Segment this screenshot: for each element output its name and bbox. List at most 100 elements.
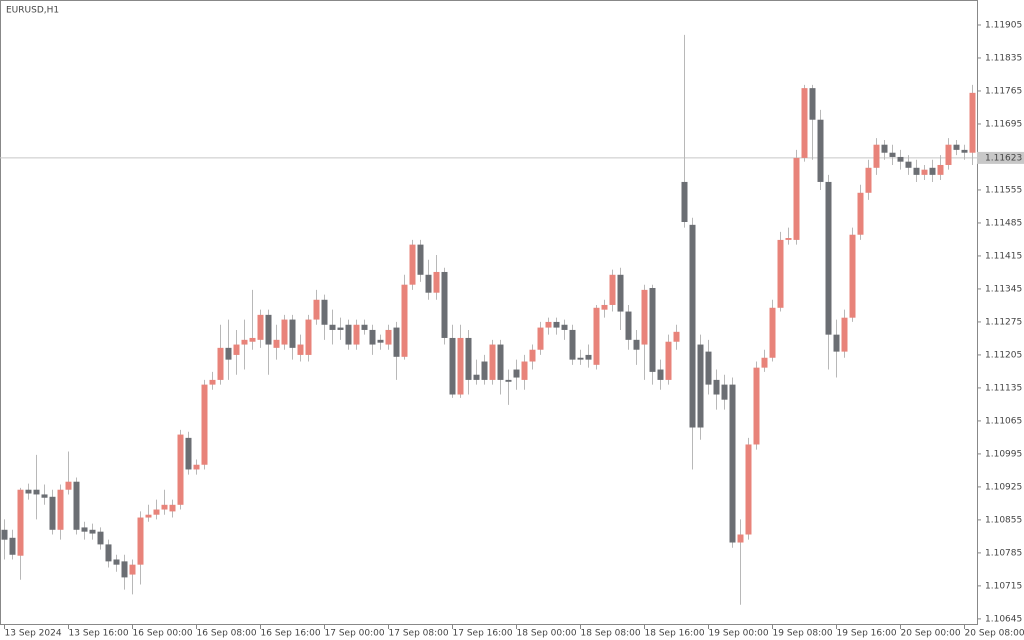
x-tick-label: 20 Sep 08:00 [965, 629, 1024, 639]
candle-body [617, 274, 624, 312]
candle-body [593, 307, 600, 365]
candle-body [1, 529, 8, 540]
y-tick-label: 1.11835 [985, 53, 1022, 63]
candle-body [313, 299, 320, 320]
candle-body [393, 327, 400, 357]
candle-body [961, 149, 968, 153]
candle-body [913, 167, 920, 175]
candle-body [489, 344, 496, 380]
candle-body [17, 489, 24, 556]
candle-body [297, 344, 304, 355]
candle-body [353, 324, 360, 345]
candle-body [633, 339, 640, 350]
candle-body [273, 339, 280, 348]
y-tick-label: 1.11765 [985, 86, 1022, 96]
candle-body [537, 327, 544, 350]
candle-body [345, 324, 352, 345]
candle-body [833, 334, 840, 352]
candle-body [697, 344, 704, 428]
candle-body [881, 144, 888, 153]
candle-body [81, 527, 88, 532]
x-tick-label: 17 Sep 16:00 [453, 629, 513, 639]
candle-body [513, 369, 520, 378]
candle-body [425, 274, 432, 293]
candle-body [817, 119, 824, 182]
candle-body [41, 494, 48, 498]
x-tick-label: 16 Sep 00:00 [133, 629, 193, 639]
candle-body [161, 504, 168, 510]
candle-body [673, 331, 680, 342]
x-tick-label: 16 Sep 08:00 [197, 629, 257, 639]
candle-body [529, 349, 536, 362]
candle-body [521, 361, 528, 380]
candle-body [465, 337, 472, 380]
candle-body [281, 319, 288, 345]
y-tick-label: 1.11695 [985, 119, 1022, 129]
candle-body [369, 329, 376, 345]
x-tick-label: 13 Sep 2024 [5, 629, 62, 639]
candle-body [889, 152, 896, 157]
candle-body [33, 489, 40, 495]
candle-body [257, 314, 264, 340]
candle-body [449, 337, 456, 395]
x-tick-label: 19 Sep 00:00 [709, 629, 769, 639]
candle-body [585, 354, 592, 360]
candle-body [601, 304, 608, 310]
candle-body [129, 564, 136, 575]
x-tick-label: 18 Sep 16:00 [645, 629, 705, 639]
candle-body [625, 311, 632, 340]
y-tick-label: 1.10645 [985, 614, 1022, 624]
candle-body [497, 344, 504, 380]
candle-body [649, 287, 656, 372]
candle-body [969, 92, 976, 153]
candle-body [729, 384, 736, 543]
candle-body [953, 144, 960, 150]
candle-body [137, 517, 144, 565]
y-tick-label: 1.10925 [985, 482, 1022, 492]
x-tick-label: 18 Sep 00:00 [517, 629, 577, 639]
candle-body [689, 224, 696, 428]
candle-body [441, 271, 448, 338]
candle-body [305, 319, 312, 355]
candle-body [289, 319, 296, 348]
candle-body [945, 144, 952, 165]
candle-body [105, 544, 112, 562]
candle-body [785, 238, 792, 240]
y-tick-label: 1.10715 [985, 581, 1022, 591]
candle-body [89, 529, 96, 534]
candle-body [553, 321, 560, 328]
candle-body [177, 434, 184, 505]
y-tick-label: 1.11415 [985, 251, 1022, 261]
candle-body [49, 496, 56, 530]
candle-body [505, 379, 512, 382]
x-tick-label: 13 Sep 16:00 [69, 629, 129, 639]
candle-body [201, 384, 208, 465]
y-tick-label: 1.10855 [985, 515, 1022, 525]
candle-body [745, 444, 752, 535]
candle-body [577, 357, 584, 360]
candle-body [401, 284, 408, 357]
candle-body [865, 167, 872, 193]
candle-body [25, 489, 32, 494]
candle-body [897, 156, 904, 162]
candle-body [225, 347, 232, 360]
candle-body [561, 324, 568, 330]
candle-body [121, 561, 128, 578]
candle-body [665, 341, 672, 380]
candle-body [841, 317, 848, 352]
candle-body [753, 367, 760, 445]
candle-body [65, 481, 72, 490]
candle-body [921, 169, 928, 175]
candle-body [481, 361, 488, 380]
y-tick-label: 1.11555 [985, 185, 1022, 195]
candle-body [385, 329, 392, 345]
candle-body [321, 299, 328, 325]
candle-body [777, 239, 784, 308]
candle-body [737, 534, 744, 543]
y-tick-label: 1.11485 [985, 218, 1022, 228]
y-tick-label: 1.11065 [985, 416, 1022, 426]
candle-body [265, 314, 272, 345]
candle-body [657, 369, 664, 380]
candle-body [473, 374, 480, 380]
